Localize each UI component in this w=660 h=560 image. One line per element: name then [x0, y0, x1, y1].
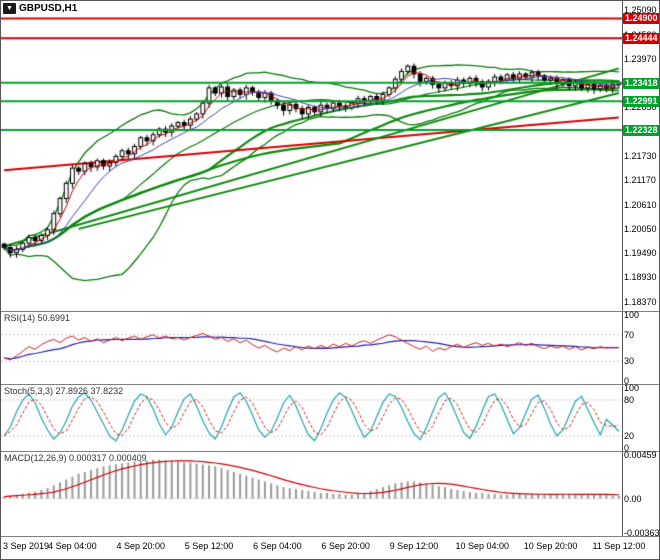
rsi-chart-canvas[interactable] [1, 312, 623, 384]
axis-tick-label: 80 [624, 395, 635, 405]
price-tick-label: 1.19490 [624, 248, 657, 259]
price-badge: 1.22328 [623, 125, 659, 137]
macd-axis[interactable]: 0.00459 0.00 -0.00363 [623, 450, 660, 538]
price-tick-label: 1.25090 [624, 5, 657, 16]
price-tick-label: 1.20050 [624, 223, 657, 234]
price-chart-canvas[interactable] [1, 1, 623, 311]
axis-tick-label: -0.00363 [624, 528, 660, 538]
macd-chart-canvas[interactable] [1, 452, 623, 536]
time-tick-label: 6 Sep 20:00 [321, 541, 370, 551]
axis-tick-label: 70 [624, 329, 635, 340]
symbol-label[interactable]: ▼ GBPUSD,H1 [3, 3, 77, 14]
time-tick-label: 4 Sep 20:00 [116, 541, 165, 551]
price-pane: 1.250901.245301.239701.234101.228501.222… [1, 1, 659, 311]
dropdown-triangle-icon[interactable]: ▼ [3, 3, 16, 14]
price-badge: 1.22991 [623, 96, 659, 108]
stochastic-axis[interactable]: 100 80 20 0 [623, 383, 659, 453]
time-tick-label: 10 Sep 20:00 [523, 541, 578, 551]
symbol-text: GBPUSD,H1 [18, 3, 78, 14]
stochastic-chart-canvas[interactable] [1, 385, 623, 451]
price-badge: 1.24900 [623, 13, 659, 25]
price-tick-label: 1.18930 [624, 272, 657, 283]
axis-tick-label: 20 [624, 431, 635, 441]
rsi-axis[interactable]: 100 70 30 0 [623, 310, 659, 386]
price-tick-label: 1.23970 [624, 53, 657, 64]
macd-label: MACD(12,26,9) 0.000317 0.000409 [4, 453, 147, 463]
time-tick-label: 5 Sep 12:00 [184, 541, 234, 551]
price-badge: 1.23418 [623, 77, 659, 89]
price-tick-label: 1.22850 [624, 102, 657, 113]
rsi-pane: 100 70 30 0 RSI(14) 50.6991 [1, 310, 659, 386]
price-badge: 1.24444 [623, 33, 659, 45]
price-axis[interactable]: 1.250901.245301.239701.234101.228501.222… [623, 1, 659, 311]
axis-tick-label: 100 [624, 383, 640, 393]
price-tick-label: 1.21730 [624, 151, 657, 161]
time-tick-label: 9 Sep 12:00 [389, 541, 439, 551]
price-tick-label: 1.20610 [624, 199, 657, 210]
price-tick-label: 1.21170 [624, 175, 656, 186]
time-tick-label: 3 Sep 2019 [3, 541, 50, 551]
axis-tick-label: 0.00 [624, 493, 642, 504]
rsi-label: RSI(14) 50.6991 [4, 313, 71, 323]
axis-tick-label: 30 [624, 356, 635, 367]
macd-pane: 0.00459 0.00 -0.00363 MACD(12,26,9) 0.0003… [1, 450, 660, 538]
stochastic-pane: 100 80 20 0 Stoch(5,3,3) 27.8926 37.8232 [1, 383, 659, 453]
time-tick-label: 6 Sep 04:00 [253, 541, 302, 551]
axis-tick-label: 0 [624, 443, 630, 453]
axis-tick-label: 0.00459 [624, 450, 657, 460]
axis-tick-label: 0 [624, 376, 630, 386]
stochastic-label: Stoch(5,3,3) 27.8926 37.8232 [4, 386, 124, 396]
time-tick-label: 4 Sep 04:00 [48, 541, 97, 551]
time-tick-label: 10 Sep 04:00 [455, 541, 510, 551]
time-axis[interactable]: 3 Sep 2019 4 Sep 04:00 4 Sep 20:00 5 Sep 12… [1, 536, 659, 558]
price-tick-label: 1.18370 [624, 296, 657, 307]
axis-tick-label: 100 [624, 310, 640, 320]
time-tick-label: 11 Sep 12:00 [592, 541, 646, 551]
